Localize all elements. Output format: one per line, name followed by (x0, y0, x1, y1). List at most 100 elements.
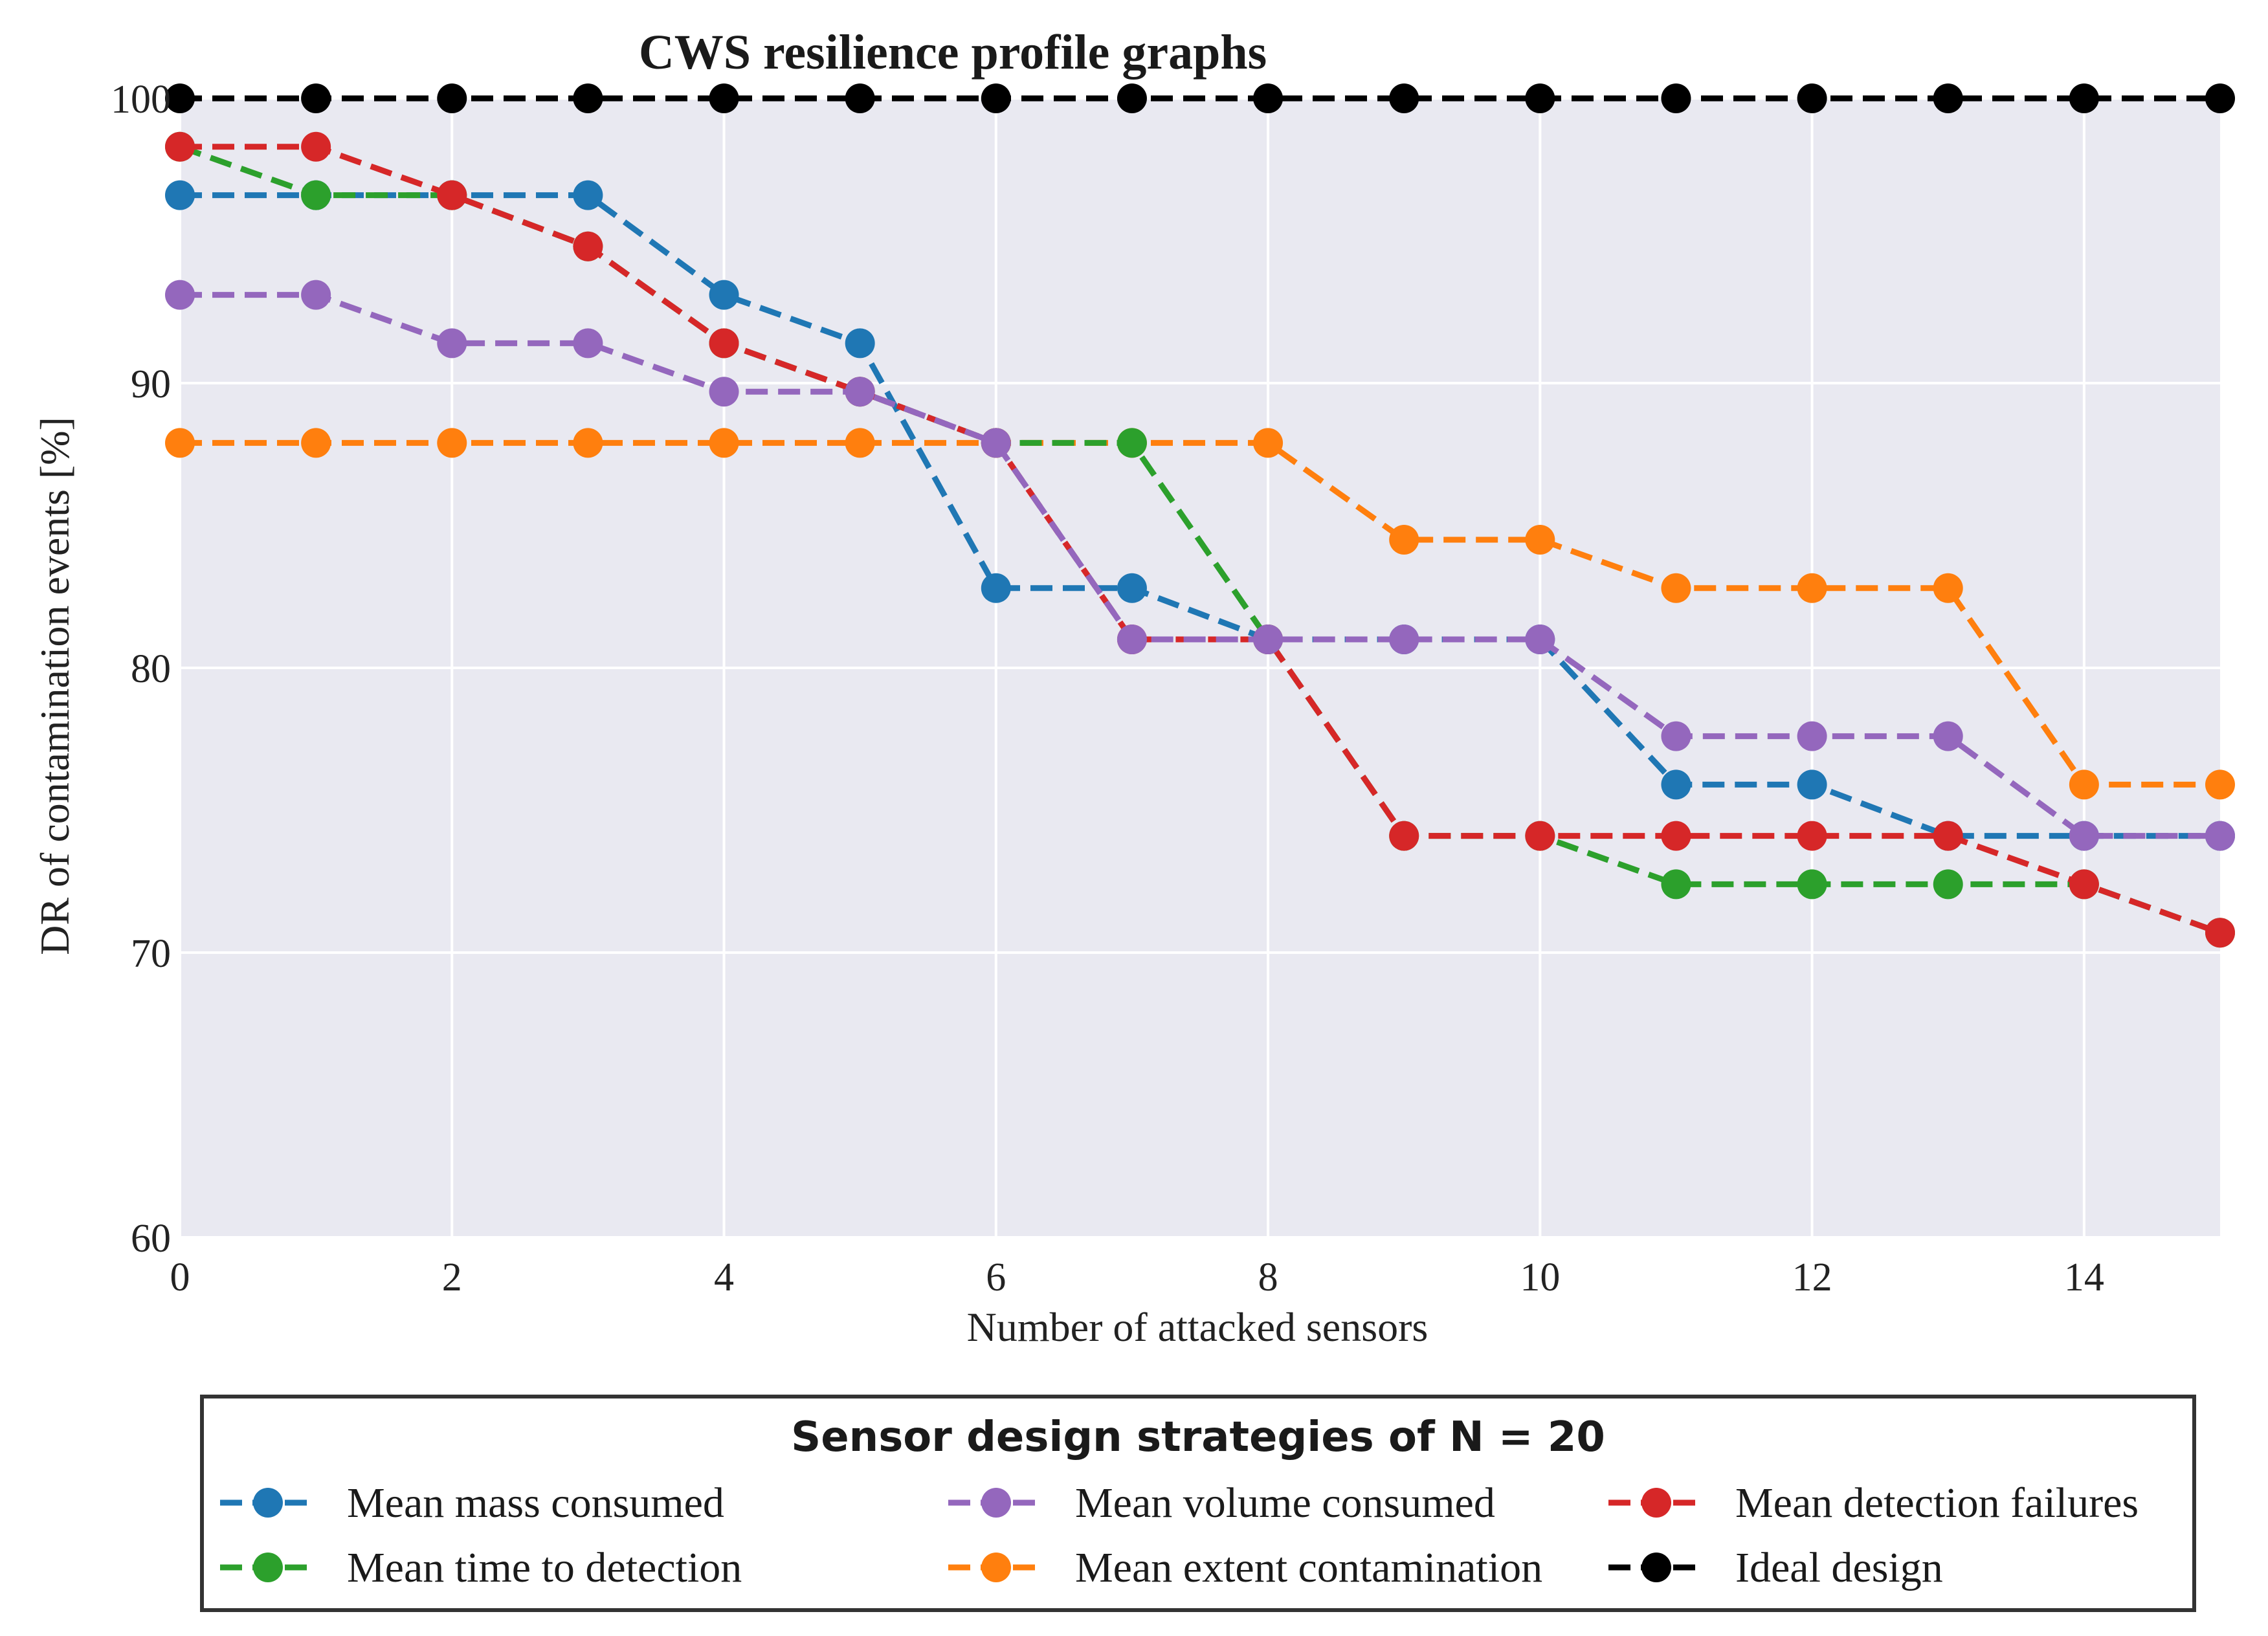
data-point (1117, 573, 1147, 603)
data-point (165, 428, 195, 458)
data-point (1933, 83, 1963, 113)
data-point (1525, 525, 1555, 555)
data-point (437, 328, 467, 359)
data-point (845, 428, 875, 458)
series-line (180, 292, 2220, 839)
data-point (165, 131, 195, 162)
data-point (1389, 525, 1419, 555)
data-point (301, 280, 331, 310)
data-point (709, 328, 739, 359)
data-point (437, 428, 467, 458)
data-point (1661, 573, 1691, 603)
data-point (1253, 428, 1284, 458)
y-tick-labels: 60 70 80 90 100 (111, 78, 171, 1261)
data-point (301, 428, 331, 458)
y-tick-label: 100 (111, 78, 171, 122)
data-point (437, 83, 467, 113)
legend-marker (253, 1553, 283, 1582)
data-point (981, 573, 1011, 603)
data-point (573, 231, 603, 261)
data-point (1117, 625, 1147, 654)
data-point (845, 377, 875, 407)
chart-title: CWS resilience profile graphs (639, 25, 1267, 80)
x-tick-label: 10 (1520, 1255, 1560, 1299)
legend-item: Mean volume consumed (948, 1479, 1495, 1527)
x-tick-label: 2 (442, 1255, 462, 1299)
data-point (165, 83, 195, 113)
legend-item: Ideal design (1608, 1544, 1943, 1591)
data-point (165, 180, 195, 210)
data-point (1117, 428, 1147, 458)
data-point (301, 131, 331, 162)
x-axis-label: Number of attacked sensors (967, 1304, 1429, 1350)
legend-label: Mean extent contamination (1075, 1544, 1542, 1591)
data-point (1117, 83, 1147, 113)
data-point (2069, 869, 2099, 900)
y-tick-label: 90 (131, 362, 171, 406)
legend-marker (981, 1488, 1011, 1518)
data-point (1525, 83, 1555, 113)
series-line (179, 144, 2221, 936)
data-point (2069, 83, 2099, 113)
x-tick-label: 4 (714, 1255, 734, 1299)
legend-label: Mean time to detection (347, 1544, 742, 1591)
data-point (1661, 83, 1691, 113)
x-tick-label: 14 (2064, 1255, 2104, 1299)
series-line (180, 439, 2220, 788)
data-point (981, 83, 1011, 113)
x-tick-label: 12 (1792, 1255, 1832, 1299)
data-point (709, 428, 739, 458)
data-point (165, 280, 195, 310)
data-point (1797, 869, 1827, 900)
x-tick-label: 6 (986, 1255, 1006, 1299)
data-point (709, 280, 739, 310)
data-point (1253, 625, 1284, 654)
legend-label: Ideal design (1735, 1544, 1943, 1591)
data-point (2205, 83, 2235, 113)
series-line (180, 192, 2220, 839)
data-point (301, 180, 331, 210)
legend-marker (981, 1553, 1011, 1582)
data-point (1389, 821, 1419, 851)
legend-item: Mean extent contamination (948, 1544, 1542, 1591)
legend-item: Mean detection failures (1608, 1479, 2139, 1527)
legend-label: Mean volume consumed (1075, 1479, 1495, 1527)
legend-marker (253, 1488, 283, 1518)
y-tick-label: 60 (131, 1217, 171, 1261)
data-point (981, 428, 1011, 458)
data-point (2069, 821, 2099, 851)
legend-item: Mean mass consumed (220, 1479, 724, 1527)
data-point (1525, 625, 1555, 654)
data-point (2205, 918, 2235, 948)
data-point (1797, 721, 1827, 751)
data-point (1933, 821, 1963, 851)
series-layer (165, 83, 2235, 948)
data-point (1797, 821, 1827, 851)
data-point (1933, 721, 1963, 751)
series-mean-volume-consumed (165, 280, 2235, 851)
data-point (573, 328, 603, 359)
legend-item: Mean time to detection (220, 1544, 742, 1591)
data-point (1661, 869, 1691, 900)
data-point (1661, 769, 1691, 800)
x-tick-labels: 0 2 4 6 8 10 12 14 (170, 1255, 2104, 1299)
data-point (1389, 83, 1419, 113)
data-point (1797, 769, 1827, 800)
legend-items: Mean mass consumed Mean time to detection… (220, 1479, 2139, 1591)
data-point (573, 83, 603, 113)
series-ideal-design (165, 83, 2235, 113)
data-point (1797, 573, 1827, 603)
data-point (1797, 83, 1827, 113)
data-point (1661, 721, 1691, 751)
y-axis-label: DR of contamination events [%] (32, 417, 78, 955)
y-tick-label: 80 (131, 647, 171, 691)
legend-marker (1641, 1553, 1671, 1582)
legend-label: Mean detection failures (1735, 1479, 2139, 1527)
data-point (709, 377, 739, 407)
data-point (437, 180, 467, 210)
data-point (1253, 83, 1284, 113)
legend: Sensor design strategies of N = 20 Mean … (200, 1395, 2196, 1612)
data-point (301, 83, 331, 113)
data-point (845, 328, 875, 359)
